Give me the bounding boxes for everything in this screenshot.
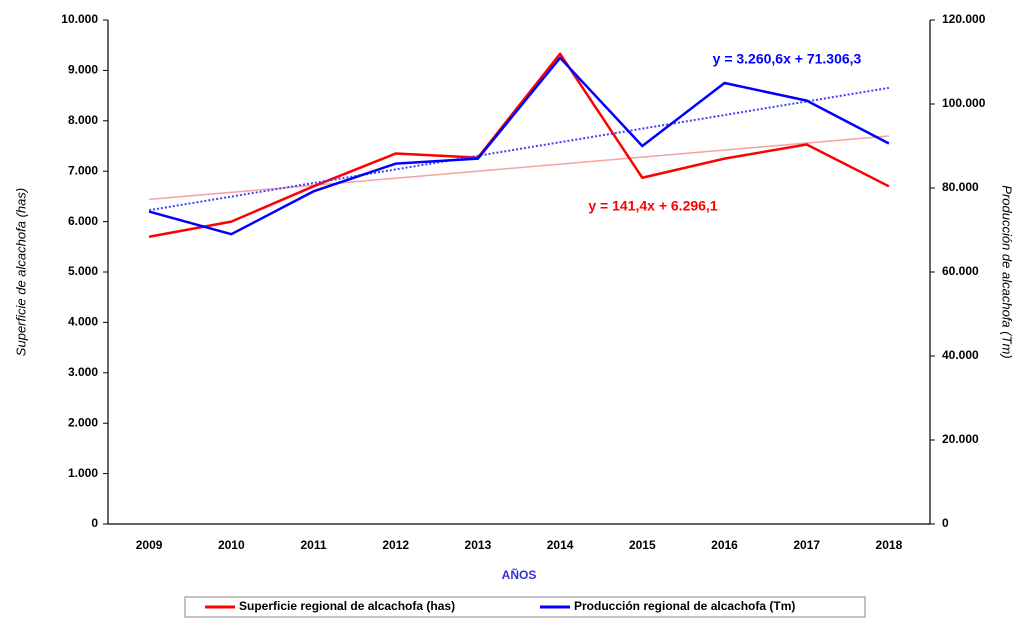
y-axis-label: Superficie de alcachofa (has) bbox=[13, 188, 28, 356]
x-tick-label: 2018 bbox=[876, 538, 903, 552]
y-tick-label: 4.000 bbox=[68, 315, 98, 329]
y-tick-label: 1.000 bbox=[68, 466, 98, 480]
x-tick-label: 2011 bbox=[300, 538, 326, 552]
trend-equation: y = 141,4x + 6.296,1 bbox=[588, 198, 717, 214]
legend-box bbox=[184, 596, 866, 618]
x-tick-label: 2015 bbox=[629, 538, 656, 552]
x-tick-label: 2016 bbox=[711, 538, 738, 552]
y2-tick-label: 0 bbox=[942, 516, 949, 530]
y2-tick-label: 100.000 bbox=[942, 96, 986, 110]
y-tick-label: 10.000 bbox=[61, 12, 98, 26]
series-line bbox=[148, 56, 890, 236]
legend-label: Producción regional de alcachofa (Tm) bbox=[574, 599, 795, 613]
y2-tick-label: 120.000 bbox=[942, 12, 986, 26]
legend-label: Superficie regional de alcachofa (has) bbox=[239, 599, 455, 613]
y2-axis-label: Producción de alcachofa (Tm) bbox=[1000, 185, 1015, 358]
x-tick-label: 2013 bbox=[465, 538, 492, 552]
x-tick-label: 2010 bbox=[218, 538, 245, 552]
x-tick-label: 2017 bbox=[793, 538, 820, 552]
y-tick-label: 2.000 bbox=[68, 415, 98, 429]
trendline bbox=[148, 86, 890, 212]
y-tick-label: 8.000 bbox=[68, 113, 98, 127]
y2-tick-label: 40.000 bbox=[942, 348, 979, 362]
x-tick-label: 2012 bbox=[382, 538, 409, 552]
trend-equation: y = 3.260,6x + 71.306,3 bbox=[713, 51, 862, 67]
series-line bbox=[148, 52, 890, 238]
x-axis-label: AÑOS bbox=[502, 567, 537, 582]
y-tick-label: 5.000 bbox=[68, 264, 98, 278]
y-tick-label: 7.000 bbox=[68, 163, 98, 177]
x-tick-label: 2014 bbox=[547, 538, 574, 552]
y-tick-label: 3.000 bbox=[68, 365, 98, 379]
y2-tick-label: 80.000 bbox=[942, 180, 979, 194]
y-tick-label: 0 bbox=[91, 516, 98, 530]
y2-tick-label: 60.000 bbox=[942, 264, 979, 278]
x-tick-label: 2009 bbox=[136, 538, 163, 552]
y-tick-label: 6.000 bbox=[68, 214, 98, 228]
y-tick-label: 9.000 bbox=[68, 63, 98, 77]
y2-tick-label: 20.000 bbox=[942, 432, 979, 446]
